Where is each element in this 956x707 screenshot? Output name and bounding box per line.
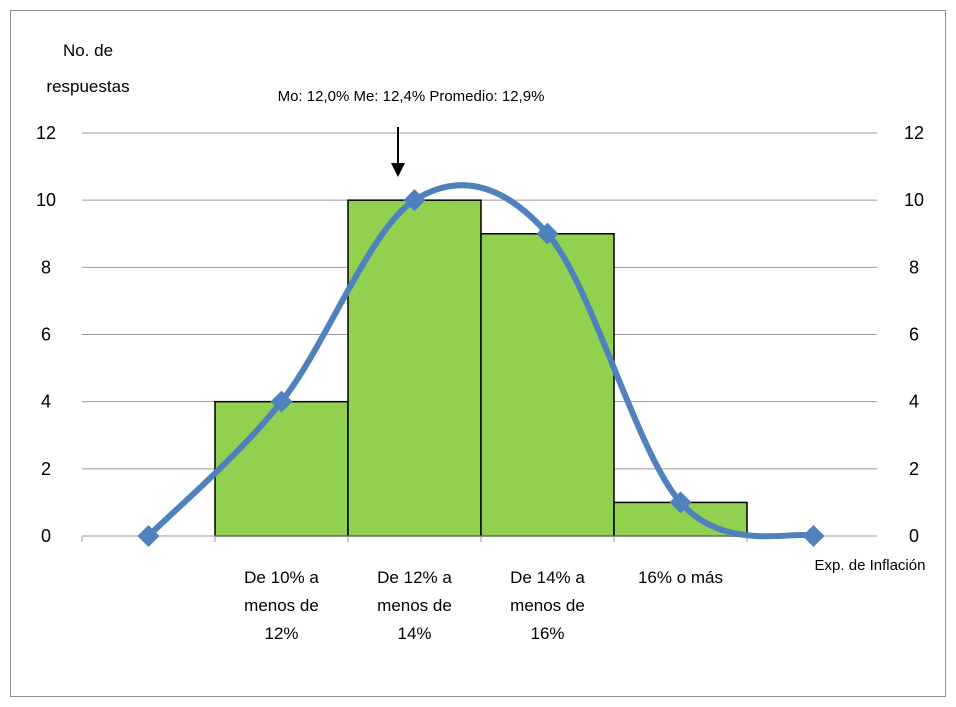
- x-category-label: De 14% a menos de 16%: [510, 568, 585, 643]
- curve-marker: [403, 189, 426, 212]
- curve-marker: [536, 222, 559, 245]
- y-tick-label-left: 8: [41, 257, 51, 277]
- histogram-bar: [480, 233, 615, 537]
- y-axis-right-ticks: 0 2 4 6 8 10 12: [904, 123, 924, 546]
- y-tick-label-right: 8: [909, 257, 919, 277]
- y-tick-label-right: 0: [909, 526, 919, 546]
- y-axis-title: No. de: [63, 41, 113, 60]
- arrow-icon: [391, 127, 405, 177]
- y-tick-label-right: 2: [909, 459, 919, 479]
- curve-marker: [137, 525, 160, 547]
- y-axis-title-line-2: respuestas: [46, 77, 129, 96]
- curve-marker: [270, 390, 293, 413]
- y-tick-label-left: 10: [36, 190, 56, 210]
- distribution-curve: [137, 182, 825, 547]
- y-tick-label-left: 12: [36, 123, 56, 143]
- stats-annotation: Mo: 12,0% Me: 12,4% Promedio: 12,9%: [278, 88, 545, 105]
- y-tick-label-right: 10: [904, 190, 924, 210]
- y-tick-label-left: 0: [41, 526, 51, 546]
- x-category-labels: De 10% a menos de 12% De 12% a menos de 14% De…: [244, 568, 723, 643]
- y-tick-label-right: 4: [909, 392, 919, 412]
- x-category-label: De 12% a menos de 14%: [377, 568, 452, 643]
- x-axis-title: Exp. de Inflación: [815, 557, 926, 574]
- y-tick-label-left: 6: [41, 325, 51, 345]
- x-category-label: De 10% a menos de 12%: [244, 568, 319, 643]
- y-tick-label-right: 12: [904, 123, 924, 143]
- y-axis-left-ticks: 0 2 4 6 8 10 12: [36, 123, 56, 546]
- curve-marker: [802, 525, 825, 547]
- x-category-label: 16% o más: [638, 568, 723, 587]
- y-tick-label-left: 4: [41, 392, 51, 412]
- curve-marker: [669, 491, 692, 514]
- histogram-bar: [214, 400, 349, 537]
- y-tick-label-left: 2: [41, 459, 51, 479]
- y-tick-label-right: 6: [909, 325, 919, 345]
